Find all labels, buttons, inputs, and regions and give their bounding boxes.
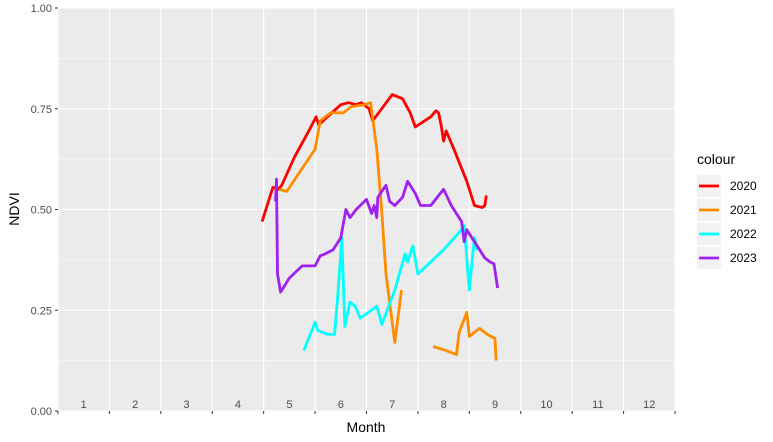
x-tick-label: 12 — [643, 399, 655, 411]
legend-label-2022: 2022 — [730, 227, 757, 241]
x-tick-label: 11 — [592, 399, 603, 411]
x-tick-label: 9 — [492, 399, 498, 411]
x-tick-label: 1 — [81, 399, 87, 411]
y-tick-label: 0.00 — [31, 406, 52, 418]
x-tick-label: 5 — [286, 399, 292, 411]
legend-label-2020: 2020 — [730, 179, 757, 193]
legend: colour 2020 2021 2022 2023 — [697, 151, 757, 269]
x-tick-label: 7 — [389, 399, 395, 411]
x-tick-label: 3 — [183, 399, 189, 411]
legend-label-2023: 2023 — [730, 251, 757, 265]
y-tick-label: 1.00 — [31, 3, 52, 15]
y-axis: 0.00 0.25 0.50 0.75 1.00 — [31, 3, 58, 418]
series-line-2021 — [278, 101, 498, 361]
y-tick-label: 0.25 — [31, 305, 52, 317]
y-axis-title: NDVI — [6, 192, 22, 225]
legend-title: colour — [697, 151, 735, 167]
x-tick-label: 6 — [338, 399, 344, 411]
x-axis: 1 2 3 4 5 6 7 8 9 10 11 12 — [57, 399, 676, 414]
x-tick-label: 4 — [235, 399, 241, 411]
y-tick-label: 0.50 — [31, 205, 52, 217]
x-tick-label: 8 — [441, 399, 447, 411]
series-lines — [260, 93, 499, 361]
x-tick-label: 2 — [132, 399, 138, 411]
y-tick-label: 0.75 — [31, 104, 52, 116]
x-tick-label: 10 — [540, 399, 552, 411]
series-line-2023 — [274, 177, 499, 294]
legend-label-2021: 2021 — [730, 203, 757, 217]
series-line-2020 — [260, 93, 488, 223]
x-axis-title: Month — [347, 419, 386, 435]
